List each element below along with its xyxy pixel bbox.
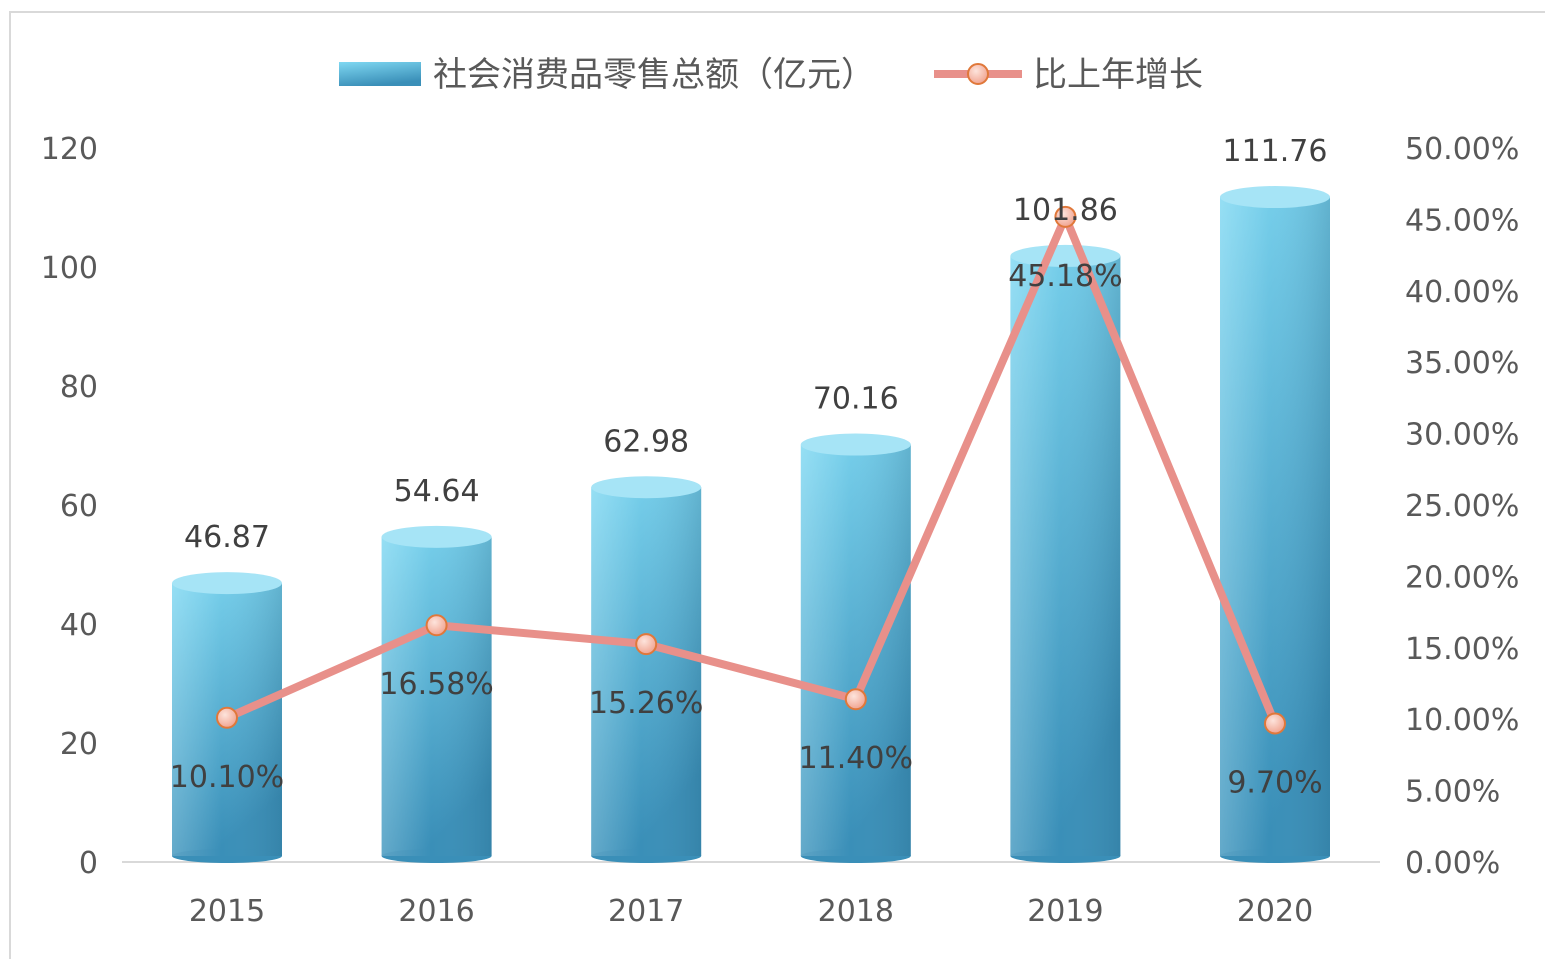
bar-top [591,476,702,499]
x-tick-label: 2015 [189,894,265,929]
bar [800,433,911,863]
bar-shade [591,487,702,856]
growth-value-label: 10.10% [170,760,284,795]
left-tick-label: 40 [60,608,98,643]
growth-point [216,706,238,729]
bar-series [172,186,1330,863]
growth-value-label: 16.58% [379,667,493,702]
x-tick-label: 2019 [1027,894,1103,929]
right-tick-label: 15.00% [1405,632,1519,667]
bar [1010,244,1121,863]
right-tick-label: 45.00% [1405,203,1519,238]
left-tick-label: 100 [41,251,98,286]
left-tick-label: 60 [60,489,98,524]
left-axis: 0 20 40 60 80 100 120 [41,132,98,881]
right-tick-label: 10.00% [1405,703,1519,738]
right-tick-label: 0.00% [1405,846,1500,881]
legend-item-bar: 社会消费品零售总额（亿元） [339,55,875,95]
growth-value-label: 11.40% [799,741,913,776]
bar-shade [1220,197,1330,856]
chart-frame [9,11,1545,963]
legend-line-label: 比上年增长 [1033,55,1203,95]
legend-bar-swatch [339,62,421,86]
bar-value-label: 70.16 [813,382,899,417]
right-tick-label: 35.00% [1405,346,1519,381]
bar-shade [800,444,911,856]
legend-bar-label: 社会消费品零售总额（亿元） [433,55,875,95]
bar-top [800,433,911,456]
growth-point [844,688,867,711]
bar-labels: 46.87 54.64 62.98 70.16 101.86 111.76 [184,134,1327,555]
left-tick-label: 120 [41,132,98,167]
bar-value-label: 54.64 [394,474,480,509]
growth-value-label: 15.26% [589,686,703,721]
bar-value-label: 46.87 [184,520,270,555]
growth-point [1054,205,1077,228]
bar [591,476,702,863]
bar-value-label: 101.86 [1013,193,1118,228]
right-tick-label: 50.00% [1405,132,1519,167]
legend-item-line: 比上年增长 [934,55,1203,95]
bar-shade [381,536,492,856]
bar-top [381,525,492,548]
bar [1220,186,1330,863]
growth-value-label: 45.18% [1008,259,1122,294]
x-axis: 2015 2016 2017 2018 2019 2020 [189,894,1313,929]
legend: 社会消费品零售总额（亿元） 比上年增长 [339,55,1203,95]
growth-point [1264,712,1286,735]
right-axis: 0.00% 5.00% 10.00% 15.00% 20.00% 25.00% 30.00%… [1405,132,1519,881]
percent-labels: 10.10% 16.58% 15.26% 11.40% 45.18% 9.70% [170,259,1323,801]
bar [381,525,492,863]
right-tick-label: 25.00% [1405,489,1519,524]
bar-top [172,572,282,595]
left-tick-label: 0 [79,846,98,881]
x-tick-label: 2020 [1237,894,1313,929]
growth-value-label: 9.70% [1227,765,1322,800]
x-tick-label: 2017 [608,894,684,929]
bar-value-label: 111.76 [1223,134,1328,169]
right-tick-label: 20.00% [1405,560,1519,595]
left-tick-label: 20 [60,727,98,762]
growth-point [425,614,448,637]
line-series [216,205,1286,735]
x-tick-label: 2016 [398,894,474,929]
x-tick-label: 2018 [818,894,894,929]
bar-shade [1010,255,1121,857]
bar-top [1010,244,1121,267]
bar-value-label: 62.98 [603,424,689,459]
legend-line-marker [967,63,989,85]
bar-top [1220,186,1330,209]
right-tick-label: 5.00% [1405,775,1500,810]
growth-point [635,633,658,656]
right-tick-label: 40.00% [1405,275,1519,310]
growth-line [225,212,1279,726]
right-tick-label: 30.00% [1405,418,1519,453]
left-tick-label: 80 [60,370,98,405]
